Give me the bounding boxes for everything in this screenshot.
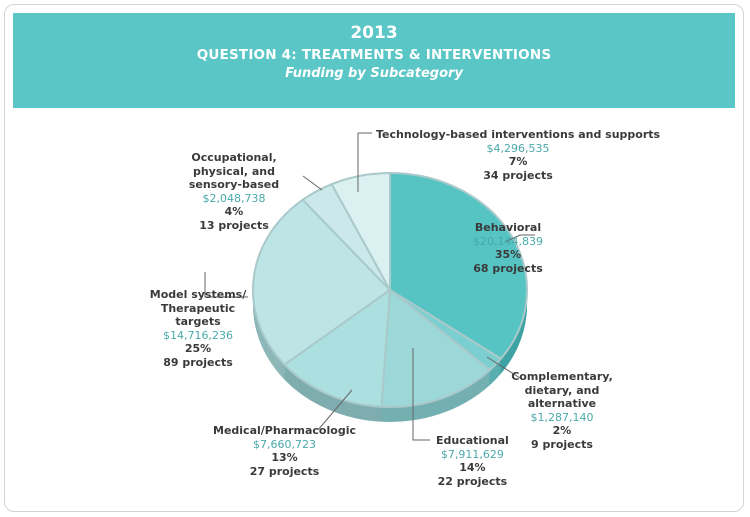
label-model-systems: Model systems/ Therapeutic targets $14,7… (148, 288, 248, 369)
leader-line (412, 348, 430, 441)
slice-percent: 13% (271, 451, 298, 464)
label-complementary: Complementary, dietary, and alternative … (498, 370, 626, 451)
label-behavioral: Behavioral $20,144,839 35% 68 projects (473, 221, 543, 275)
leader-line (486, 356, 521, 379)
chart-year: 2013 (350, 23, 398, 43)
leader-line (317, 389, 353, 431)
chart-subtitle: Funding by Subcategory (285, 66, 463, 81)
slice-name: Model systems/ Therapeutic targets (149, 288, 247, 328)
slice-name: Occupational, physical, and sensory-base… (188, 151, 280, 191)
slice-name: Behavioral (474, 221, 542, 234)
pie-slice (252, 198, 392, 366)
slice-name: Complementary, dietary, and alternative (511, 370, 613, 410)
leader-line (504, 234, 535, 243)
leader-line (357, 132, 372, 192)
slice-projects: 13 projects (199, 218, 269, 232)
slice-projects: 9 projects (531, 437, 593, 451)
slice-projects: 34 projects (483, 168, 553, 182)
slice-projects: 68 projects (473, 261, 543, 275)
slice-percent: 7% (508, 155, 528, 168)
slice-percent: 35% (494, 248, 522, 261)
slice-amount: $7,660,723 (253, 437, 316, 451)
slice-amount: $20,144,839 (473, 234, 543, 248)
leader-line (302, 175, 323, 191)
label-technology: Technology-based interventions and suppo… (376, 128, 660, 182)
chart-title: QUESTION 4: TREATMENTS & INTERVENTIONS (196, 47, 552, 63)
slice-projects: 89 projects (163, 355, 233, 369)
pie-slice (282, 287, 392, 408)
leader-line (204, 272, 248, 298)
slice-amount: $7,911,629 (440, 447, 504, 461)
slice-amount: $4,296,535 (486, 141, 550, 155)
pie-slice (389, 171, 528, 361)
chart-header: 2013 QUESTION 4: TREATMENTS & INTERVENTI… (13, 13, 735, 108)
slice-percent: 2% (552, 424, 572, 437)
slice-amount: $1,287,140 (530, 410, 594, 424)
slice-percent: 14% (459, 461, 486, 474)
slice-amount: $14,716,236 (163, 328, 233, 342)
slice-name: Educational (436, 434, 509, 447)
slice-projects: 22 projects (437, 474, 508, 488)
chart-frame (4, 4, 744, 512)
label-medical: Medical/Pharmacologic $7,660,723 13% 27 … (213, 424, 356, 478)
pie-slice (380, 288, 492, 408)
slice-projects: 27 projects (249, 464, 320, 478)
slice-name: Technology-based interventions and suppo… (376, 128, 661, 141)
slice-amount: $2,048,738 (202, 191, 266, 205)
slice-percent: 25% (184, 342, 212, 355)
label-occupational: Occupational, physical, and sensory-base… (170, 151, 298, 232)
label-educational: Educational $7,911,629 14% 22 projects (436, 434, 509, 488)
pie-slice (330, 171, 391, 291)
slice-percent: 4% (224, 205, 244, 218)
slice-name: Medical/Pharmacologic (213, 424, 356, 437)
